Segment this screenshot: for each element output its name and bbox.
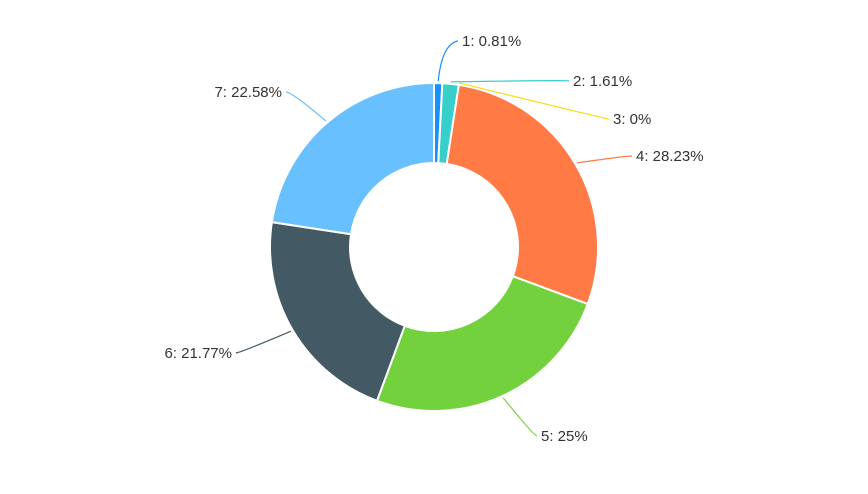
slice-7[interactable]	[270, 81, 435, 236]
slice-label-2: 2: 1.61%	[573, 73, 632, 90]
leader-line-6	[235, 330, 292, 354]
slice-label-6: 6: 21.77%	[164, 345, 232, 362]
leader-lines-group	[235, 40, 633, 437]
slice-label-1: 1: 0.81%	[462, 33, 521, 50]
slice-label-3: 3: 0%	[613, 111, 651, 128]
slice-5[interactable]	[375, 274, 590, 412]
slice-4[interactable]	[445, 83, 599, 306]
leader-line-4	[576, 155, 633, 164]
slice-6[interactable]	[269, 221, 407, 403]
slice-label-4: 4: 28.23%	[636, 148, 704, 165]
leader-line-7	[285, 91, 327, 122]
labels-group: 1: 0.81% 2: 1.61% 3: 0% 4: 28.23% 5: 25% 6: 2…	[164, 33, 703, 445]
leader-line-5	[502, 397, 538, 437]
leader-line-2	[450, 80, 570, 83]
leader-line-1	[437, 40, 459, 82]
slices-group	[269, 81, 599, 412]
leader-line-3	[459, 82, 610, 120]
slice-label-7: 7: 22.58%	[214, 84, 282, 101]
slice-label-5: 5: 25%	[541, 428, 588, 445]
